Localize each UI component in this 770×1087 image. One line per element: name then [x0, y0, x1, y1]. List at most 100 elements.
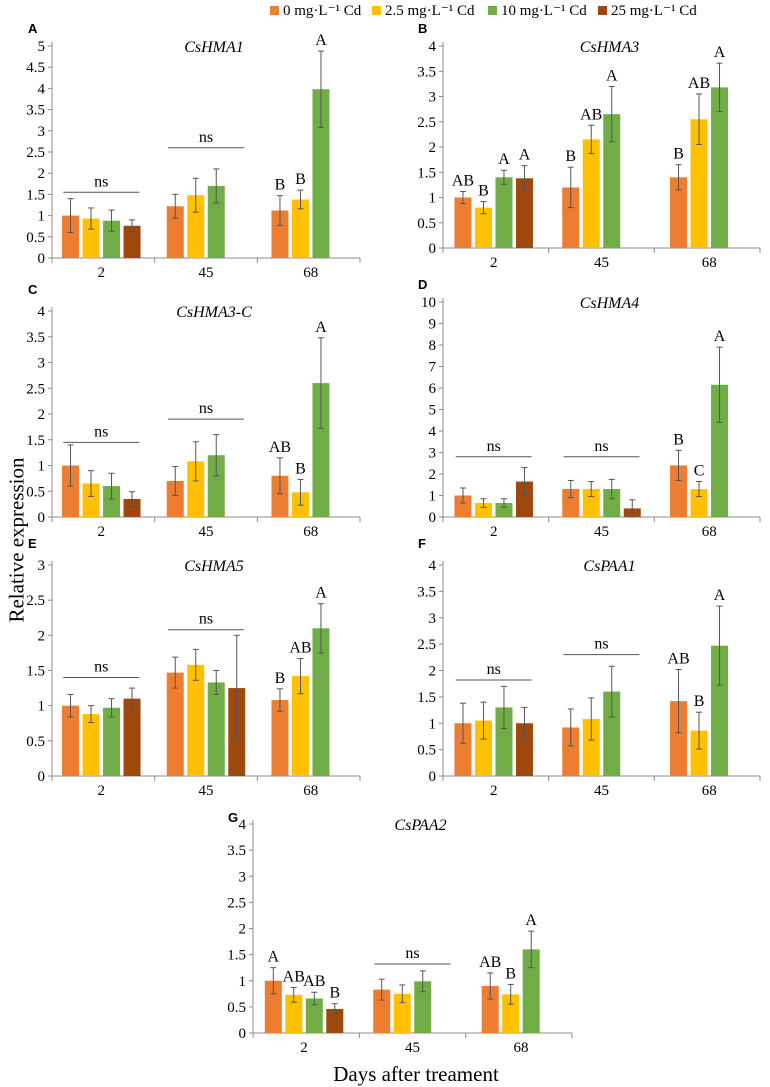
bar [603, 691, 621, 776]
bar [285, 994, 303, 1033]
significance-label: B [295, 460, 306, 477]
x-tick-label: 45 [594, 255, 609, 271]
y-tick-label: 1.5 [26, 664, 45, 680]
significance-label: AB [479, 954, 501, 971]
significance-label: A [525, 912, 537, 929]
y-tick-label: 3 [429, 90, 437, 106]
significance-label: B [275, 670, 286, 687]
y-tick-label: 3 [239, 869, 247, 885]
chart-title: CsHMA4 [580, 295, 640, 312]
x-tick-label: 2 [98, 783, 106, 799]
legend-label: 25 mg·L⁻¹ Cd [611, 3, 697, 19]
y-tick-label: 1 [38, 209, 46, 225]
x-tick-label: 2 [490, 783, 498, 799]
bar [103, 707, 121, 776]
panel-e: E CsHMA5 0 0.5 1 1.5 2 2.5 3 2 45 68 BAB Ans ns [26, 536, 361, 799]
panel-a: A CsHMA1 0 0.5 1 1.5 2 2.5 3 3.5 4 4.5 5 2 45 68 B B Ans ns [26, 21, 361, 281]
bar [312, 628, 330, 776]
significance-label: A [519, 147, 531, 164]
y-tick-label: 5 [38, 39, 46, 55]
bar [62, 705, 80, 776]
bar [166, 206, 184, 258]
y-tick-label: 9 [429, 317, 437, 333]
bar [481, 985, 499, 1033]
y-tick-label: 0.5 [26, 230, 45, 246]
x-tick-label: 45 [199, 265, 214, 281]
bar [82, 483, 100, 517]
bar [187, 664, 205, 776]
y-tick-label: 0 [38, 769, 46, 785]
y-tick-label: 3 [38, 558, 46, 574]
y-tick-label: 1.5 [26, 433, 45, 449]
legend-swatch [270, 6, 279, 15]
significance-label: AB [289, 640, 311, 657]
bar [670, 177, 688, 248]
ns-label: ns [594, 438, 608, 455]
y-tick-label: 4 [429, 558, 437, 574]
x-tick-label: 68 [303, 783, 318, 799]
bar [562, 727, 580, 776]
y-tick-label: 0 [38, 510, 46, 526]
y-tick-label: 4 [38, 304, 46, 320]
legend-item: 10 mg·L⁻¹ Cd [488, 1, 587, 20]
bar [326, 1008, 344, 1033]
y-tick-label: 1 [38, 459, 46, 475]
y-tick-label: 4 [429, 39, 437, 55]
y-tick-label: 3 [38, 124, 46, 140]
bar [373, 989, 391, 1033]
y-tick-label: 4 [38, 81, 46, 97]
y-tick-label: 0 [429, 241, 437, 257]
chart-title: CsHMA1 [184, 39, 244, 56]
bar [474, 207, 492, 248]
bar [515, 723, 533, 776]
y-tick-label: 0 [429, 510, 437, 526]
panel-letter: F [418, 536, 426, 551]
bar [82, 218, 100, 258]
x-tick-label: 2 [490, 524, 498, 540]
chart-title: CsPAA1 [583, 558, 635, 575]
x-tick-label: 68 [303, 265, 318, 281]
y-tick-label: 2 [38, 166, 46, 182]
y-tick-label: 2 [429, 140, 437, 156]
bar [690, 119, 708, 248]
x-tick-label: 2 [300, 1040, 308, 1056]
y-tick-label: 2.5 [26, 145, 45, 161]
y-tick-label: 0 [38, 251, 46, 267]
panel-letter: B [418, 21, 427, 36]
y-axis-title-text: Relative expression [4, 457, 29, 623]
y-tick-label: 3.5 [227, 843, 246, 859]
bar [123, 698, 141, 776]
x-tick-label: 2 [98, 524, 106, 540]
bar [474, 503, 492, 517]
bar [515, 178, 533, 248]
bar [207, 682, 225, 776]
bar [690, 730, 708, 776]
significance-label: C [694, 463, 705, 480]
y-tick-label: 0.5 [26, 734, 45, 750]
bar [187, 195, 205, 258]
y-tick-label: 0 [239, 1026, 247, 1042]
bar [711, 384, 729, 517]
significance-label: B [694, 693, 705, 710]
x-tick-label: 68 [702, 524, 717, 540]
ns-label: ns [94, 423, 108, 440]
bar [522, 949, 540, 1033]
panel-letter: A [28, 21, 38, 36]
bar [207, 185, 225, 258]
significance-label: AB [269, 439, 291, 456]
bar [82, 714, 100, 776]
legend-label: 2.5 mg·L⁻¹ Cd [385, 3, 475, 19]
legend-label: 10 mg·L⁻¹ Cd [501, 3, 587, 19]
significance-label: B [275, 177, 286, 194]
y-tick-label: 1.5 [227, 948, 246, 964]
significance-label: A [315, 32, 327, 49]
y-tick-label: 2 [429, 664, 437, 680]
y-tick-label: 0.5 [26, 484, 45, 500]
bar [603, 489, 621, 517]
y-tick-label: 3.5 [26, 330, 45, 346]
bar [603, 114, 621, 248]
significance-label: AB [303, 973, 325, 990]
significance-label: A [606, 67, 618, 84]
